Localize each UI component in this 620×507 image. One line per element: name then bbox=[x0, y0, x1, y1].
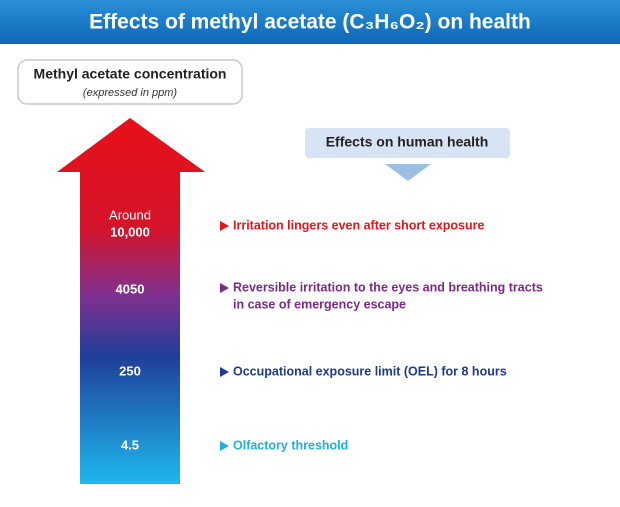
title: Effects of methyl acetate (C₃H₆O₂) on he… bbox=[89, 11, 531, 34]
level-value: 4.5 bbox=[121, 437, 139, 452]
level-value: 250 bbox=[119, 363, 141, 378]
effect-marker bbox=[220, 221, 229, 231]
level-qualifier: Around bbox=[109, 207, 151, 222]
concentration-title: Methyl acetate concentration bbox=[34, 66, 227, 82]
effects-header: Effects on human health bbox=[326, 134, 489, 150]
effects-header-box bbox=[305, 128, 510, 158]
title-bar bbox=[0, 0, 620, 44]
effect-text: Olfactory threshold bbox=[233, 438, 348, 452]
effect-text: Occupational exposure limit (OEL) for 8 … bbox=[233, 364, 507, 378]
concentration-subtitle: (expressed in ppm) bbox=[83, 87, 177, 99]
levels: Around 10,000 Irritation lingers even afte… bbox=[109, 207, 543, 452]
concentration-arrow bbox=[57, 118, 205, 484]
effect-marker bbox=[220, 441, 229, 451]
effect-marker bbox=[220, 283, 229, 293]
effect-marker bbox=[220, 367, 229, 377]
effect-text: in case of emergency escape bbox=[233, 297, 406, 311]
level-value: 4050 bbox=[116, 281, 145, 296]
effect-text: Reversible irritation to the eyes and br… bbox=[233, 280, 543, 294]
effects-pointer bbox=[385, 164, 431, 181]
level-value: 10,000 bbox=[110, 224, 150, 239]
effect-text: Irritation lingers even after short expo… bbox=[233, 218, 485, 232]
concentration-box bbox=[17, 59, 243, 105]
